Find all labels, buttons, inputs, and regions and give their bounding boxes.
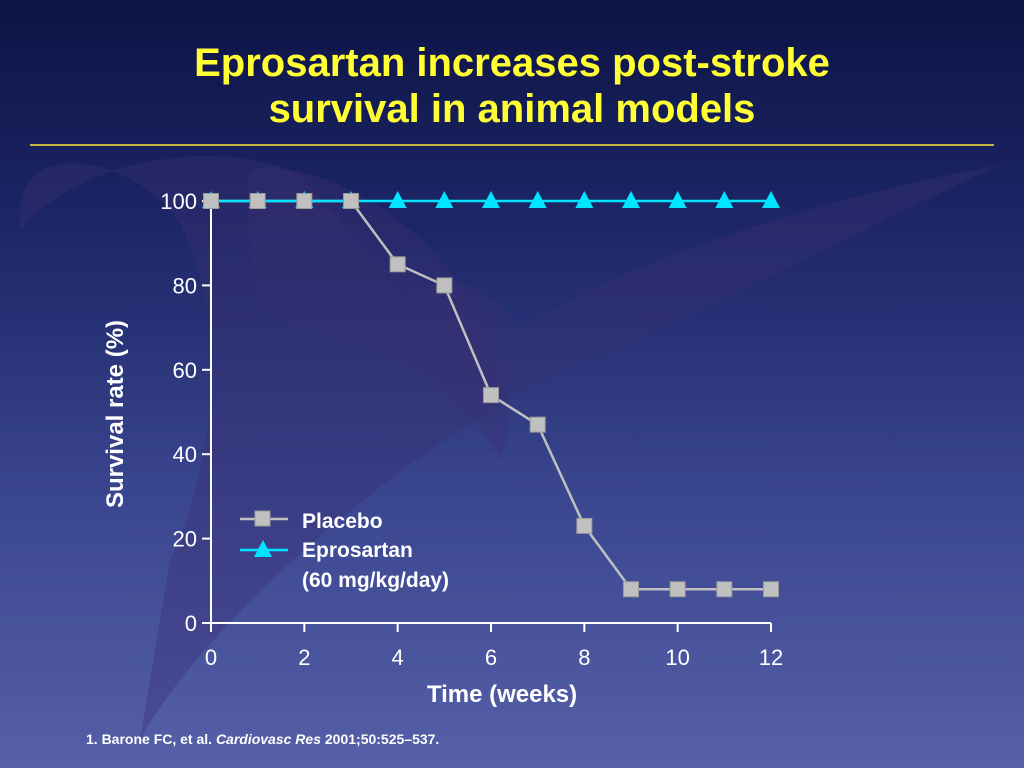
- placebo-point: [716, 581, 733, 598]
- x-tick-label: 4: [392, 645, 404, 670]
- placebo-point: [576, 517, 593, 534]
- legend-placebo-label: Placebo: [302, 510, 383, 533]
- eprosartan-point: [388, 191, 407, 208]
- legend-eprosartan-marker: [254, 540, 272, 557]
- placebo-point: [436, 277, 453, 294]
- eprosartan-point: [762, 191, 780, 208]
- placebo-point: [203, 193, 219, 209]
- citation-footnote: 1. Barone FC, et al. Cardiovasc Res 2001…: [86, 731, 439, 747]
- title-line-1: Eprosartan increases post-stroke: [194, 41, 830, 85]
- placebo-point: [296, 193, 313, 209]
- title-divider: [30, 144, 994, 146]
- x-tick-label: 2: [298, 645, 310, 670]
- eprosartan-point: [482, 191, 500, 208]
- x-tick-label: 6: [485, 645, 497, 670]
- legend-eprosartan-dose: (60 mg/kg/day): [302, 569, 449, 592]
- placebo-point: [249, 193, 266, 209]
- placebo-point: [529, 416, 546, 433]
- y-tick-label: 80: [173, 273, 197, 298]
- y-tick-label: 0: [185, 611, 197, 636]
- y-tick-label: 20: [173, 527, 197, 552]
- y-tick-label: 40: [173, 442, 197, 467]
- eprosartan-point: [575, 191, 594, 208]
- footnote-prefix: 1. Barone FC, et al.: [86, 731, 216, 747]
- x-tick-label: 12: [759, 645, 783, 670]
- chart-legend: Placebo Eprosartan (60 mg/kg/day): [240, 510, 449, 592]
- x-tick-label: 0: [205, 645, 217, 670]
- eprosartan-point: [668, 191, 687, 208]
- y-tick-label: 100: [160, 189, 197, 214]
- y-axis-title: Survival rate (%): [102, 320, 129, 508]
- placebo-point: [669, 581, 686, 598]
- placebo-point: [623, 581, 639, 598]
- legend-placebo-marker: [254, 510, 271, 527]
- placebo-point: [343, 193, 359, 209]
- eprosartan-point: [622, 191, 640, 208]
- slide-title: Eprosartan increases post-stroke surviva…: [0, 40, 1024, 132]
- placebo-point: [763, 581, 779, 598]
- eprosartan-point: [435, 191, 454, 208]
- placebo-point: [389, 256, 406, 273]
- chart-axes: 0 20 40 60 80 100 0 2 4 6 8 10 12: [160, 189, 783, 670]
- placebo-point: [483, 387, 499, 404]
- eprosartan-point: [528, 191, 547, 208]
- y-tick-label: 60: [173, 358, 197, 383]
- x-axis-title: Time (weeks): [427, 681, 577, 708]
- x-tick-label: 8: [578, 645, 590, 670]
- footnote-suffix: 2001;50:525–537.: [321, 731, 440, 747]
- chart-series: [202, 191, 780, 598]
- title-line-2: survival in animal models: [268, 87, 756, 131]
- eprosartan-point: [715, 191, 734, 208]
- x-tick-label: 10: [665, 645, 689, 670]
- footnote-journal: Cardiovasc Res: [215, 731, 321, 747]
- legend-eprosartan-label: Eprosartan: [302, 539, 413, 562]
